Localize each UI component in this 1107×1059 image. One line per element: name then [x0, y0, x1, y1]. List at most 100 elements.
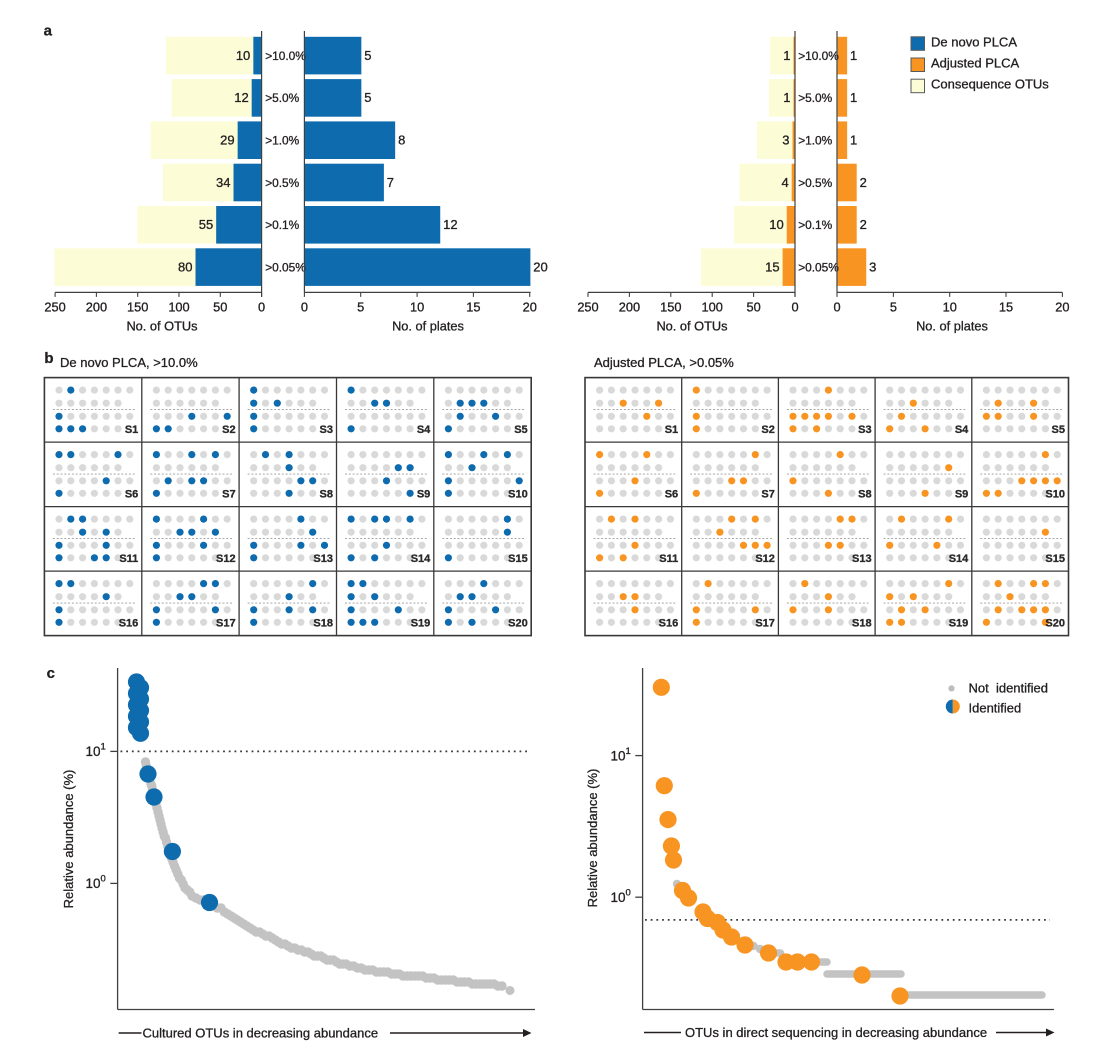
svg-text:1: 1: [101, 742, 106, 753]
svg-text:Relative abundance (%): Relative abundance (%): [61, 770, 76, 909]
svg-text:4: 4: [781, 175, 788, 190]
svg-text:50: 50: [213, 299, 227, 314]
svg-text:S6: S6: [125, 489, 138, 501]
svg-text:S8: S8: [858, 489, 871, 501]
svg-text:5: 5: [364, 90, 371, 105]
svg-text:>0.05%: >0.05%: [265, 260, 306, 274]
svg-text:10: 10: [610, 748, 625, 763]
svg-text:55: 55: [199, 217, 213, 232]
svg-text:10: 10: [85, 876, 100, 891]
svg-text:S2: S2: [761, 424, 774, 436]
svg-text:7: 7: [387, 175, 394, 190]
svg-text:10: 10: [410, 299, 424, 314]
svg-text:c: c: [47, 665, 55, 682]
svg-text:S13: S13: [313, 553, 333, 565]
svg-text:100: 100: [702, 299, 723, 314]
svg-text:S1: S1: [665, 424, 678, 436]
svg-text:>5.0%: >5.0%: [798, 91, 832, 105]
svg-text:>0.5%: >0.5%: [265, 176, 299, 190]
svg-text:10: 10: [610, 890, 625, 905]
svg-text:80: 80: [178, 259, 192, 274]
svg-text:>10.0%: >10.0%: [798, 49, 839, 63]
svg-text:S18: S18: [852, 618, 872, 630]
svg-text:a: a: [44, 22, 53, 39]
svg-text:Adjusted PLCA, >0.05%: Adjusted PLCA, >0.05%: [594, 355, 734, 370]
svg-text:12: 12: [443, 217, 457, 232]
svg-text:20: 20: [523, 299, 537, 314]
svg-text:S16: S16: [119, 618, 139, 630]
svg-text:200: 200: [86, 299, 107, 314]
svg-text:No. of OTUs: No. of OTUs: [126, 318, 197, 333]
svg-text:0: 0: [301, 299, 308, 314]
svg-text:b: b: [44, 350, 53, 367]
svg-text:5: 5: [890, 299, 897, 314]
svg-text:29: 29: [220, 133, 234, 148]
svg-text:De novo PLCA: De novo PLCA: [931, 34, 1017, 49]
svg-text:Relative abundance (%): Relative abundance (%): [585, 769, 600, 908]
svg-text:10: 10: [236, 48, 250, 63]
svg-text:Adjusted PLCA: Adjusted PLCA: [931, 56, 1019, 71]
svg-text:200: 200: [619, 299, 640, 314]
svg-text:S9: S9: [955, 489, 968, 501]
svg-text:8: 8: [398, 133, 405, 148]
svg-text:S9: S9: [417, 489, 430, 501]
svg-text:S16: S16: [659, 618, 679, 630]
svg-text:3: 3: [782, 133, 789, 148]
svg-text:S3: S3: [858, 424, 871, 436]
svg-text:1: 1: [850, 90, 857, 105]
svg-text:2: 2: [860, 217, 867, 232]
svg-text:0: 0: [258, 299, 265, 314]
svg-text:S2: S2: [222, 424, 235, 436]
svg-text:S11: S11: [119, 553, 138, 565]
svg-text:No. of plates: No. of plates: [392, 318, 464, 333]
svg-text:S4: S4: [417, 424, 431, 436]
svg-text:1: 1: [783, 48, 790, 63]
svg-text:S4: S4: [955, 424, 969, 436]
svg-text:5: 5: [364, 48, 371, 63]
svg-text:0: 0: [101, 874, 106, 885]
svg-text:Cultured OTUs in decreasing ab: Cultured OTUs in decreasing abundance: [143, 1025, 379, 1040]
svg-text:3: 3: [869, 259, 876, 274]
svg-text:Identified: Identified: [969, 700, 1022, 715]
svg-text:>5.0%: >5.0%: [265, 91, 299, 105]
svg-text:S18: S18: [313, 618, 333, 630]
svg-text:15: 15: [765, 259, 779, 274]
svg-text:10: 10: [943, 299, 957, 314]
svg-text:De novo PLCA, >10.0%: De novo PLCA, >10.0%: [60, 355, 198, 370]
svg-text:5: 5: [357, 299, 364, 314]
svg-text:S8: S8: [320, 489, 333, 501]
svg-text:S17: S17: [216, 618, 236, 630]
svg-text:>0.1%: >0.1%: [265, 218, 299, 232]
svg-text:S19: S19: [411, 618, 431, 630]
svg-text:Consequence OTUs: Consequence OTUs: [931, 77, 1049, 92]
svg-text:1: 1: [850, 48, 857, 63]
svg-text:0: 0: [791, 299, 798, 314]
svg-text:2: 2: [860, 175, 867, 190]
svg-text:12: 12: [234, 90, 248, 105]
svg-text:1: 1: [626, 746, 631, 757]
svg-text:1: 1: [850, 133, 857, 148]
svg-text:S1: S1: [125, 424, 138, 436]
svg-text:150: 150: [127, 299, 148, 314]
svg-text:250: 250: [44, 299, 65, 314]
svg-text:S19: S19: [949, 618, 969, 630]
svg-text:>0.1%: >0.1%: [798, 218, 832, 232]
svg-text:No. of plates: No. of plates: [916, 318, 988, 333]
svg-text:34: 34: [216, 175, 230, 190]
svg-text:S6: S6: [665, 489, 678, 501]
svg-text:S14: S14: [411, 553, 431, 565]
svg-text:>0.05%: >0.05%: [798, 260, 839, 274]
svg-text:0: 0: [626, 887, 631, 898]
svg-text:150: 150: [660, 299, 681, 314]
svg-text:S5: S5: [514, 424, 527, 436]
svg-text:S7: S7: [222, 489, 235, 501]
svg-text:50: 50: [746, 299, 760, 314]
svg-text:S12: S12: [216, 553, 236, 565]
svg-text:No. of OTUs: No. of OTUs: [656, 318, 727, 333]
svg-text:S12: S12: [755, 553, 775, 565]
svg-text:Not identified: Not identified: [969, 681, 1049, 696]
svg-text:S7: S7: [761, 489, 774, 501]
svg-text:S3: S3: [320, 424, 333, 436]
svg-text:20: 20: [533, 259, 547, 274]
svg-text:S20: S20: [1045, 618, 1065, 630]
